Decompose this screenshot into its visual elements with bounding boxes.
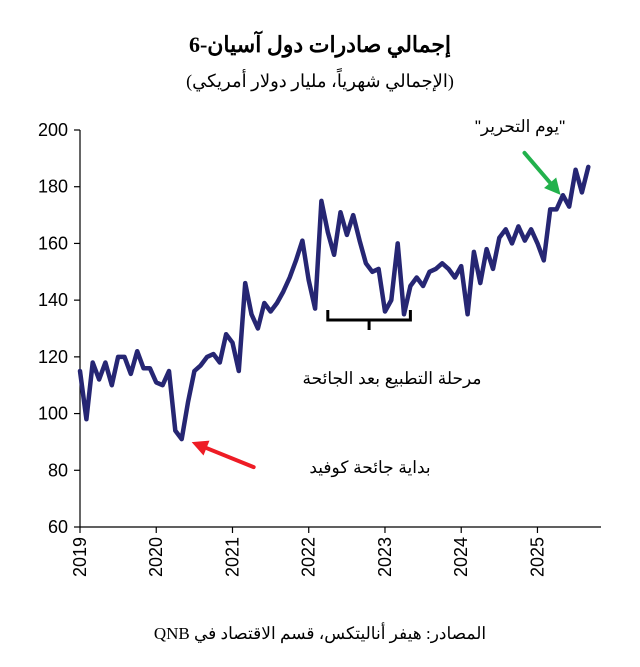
y-tick-label: 80 [48,460,68,480]
y-tick-label: 60 [48,517,68,537]
y-tick-label: 100 [38,404,68,424]
y-tick-label: 160 [38,233,68,253]
x-tick-label: 2025 [527,537,547,577]
series-line [77,164,591,442]
x-axis: 2019 2020 2021 2022 2023 2024 2025 [70,526,601,577]
y-tick-label: 180 [38,177,68,197]
covid-arrow-shaft [204,446,256,470]
y-tick-label: 200 [38,120,68,140]
normalization-bracket [326,309,412,330]
x-tick-label: 2021 [222,537,242,577]
normalization-annotation-label: مرحلة التطبيع بعد الجائحة [303,369,482,389]
covid-arrow [191,440,256,470]
x-tick-label: 2019 [70,537,90,577]
covid-arrow-head [191,440,210,456]
chart-title: إجمالي صادرات دول آسيان-6 [189,30,451,59]
y-tick-label: 140 [38,290,68,310]
plot-area [77,164,591,442]
x-tick-label: 2022 [299,537,319,577]
x-tick-label: 2024 [451,537,471,577]
x-tick-label: 2023 [375,537,395,577]
x-tick-label: 2020 [146,537,166,577]
chart-subtitle: (الإجمالي شهرياً، مليار دولار أمريكي) [186,68,454,92]
liberation-annotation-label: "يوم التحرير" [475,117,565,137]
y-axis: 60 80 100 120 140 160 180 200 [38,120,81,537]
source-note: المصادر: هيفر أناليتكس، قسم الاقتصاد في … [154,622,486,644]
covid-annotation-label: بداية جائحة كوفيد [309,458,430,478]
annotations: بداية جائحة كوفيد مرحلة التطبيع بعد الجائ… [191,117,565,478]
liberation-arrow-shaft [522,150,553,185]
liberation-arrow-head [544,177,561,195]
y-tick-label: 120 [38,347,68,367]
liberation-arrow [522,150,561,195]
